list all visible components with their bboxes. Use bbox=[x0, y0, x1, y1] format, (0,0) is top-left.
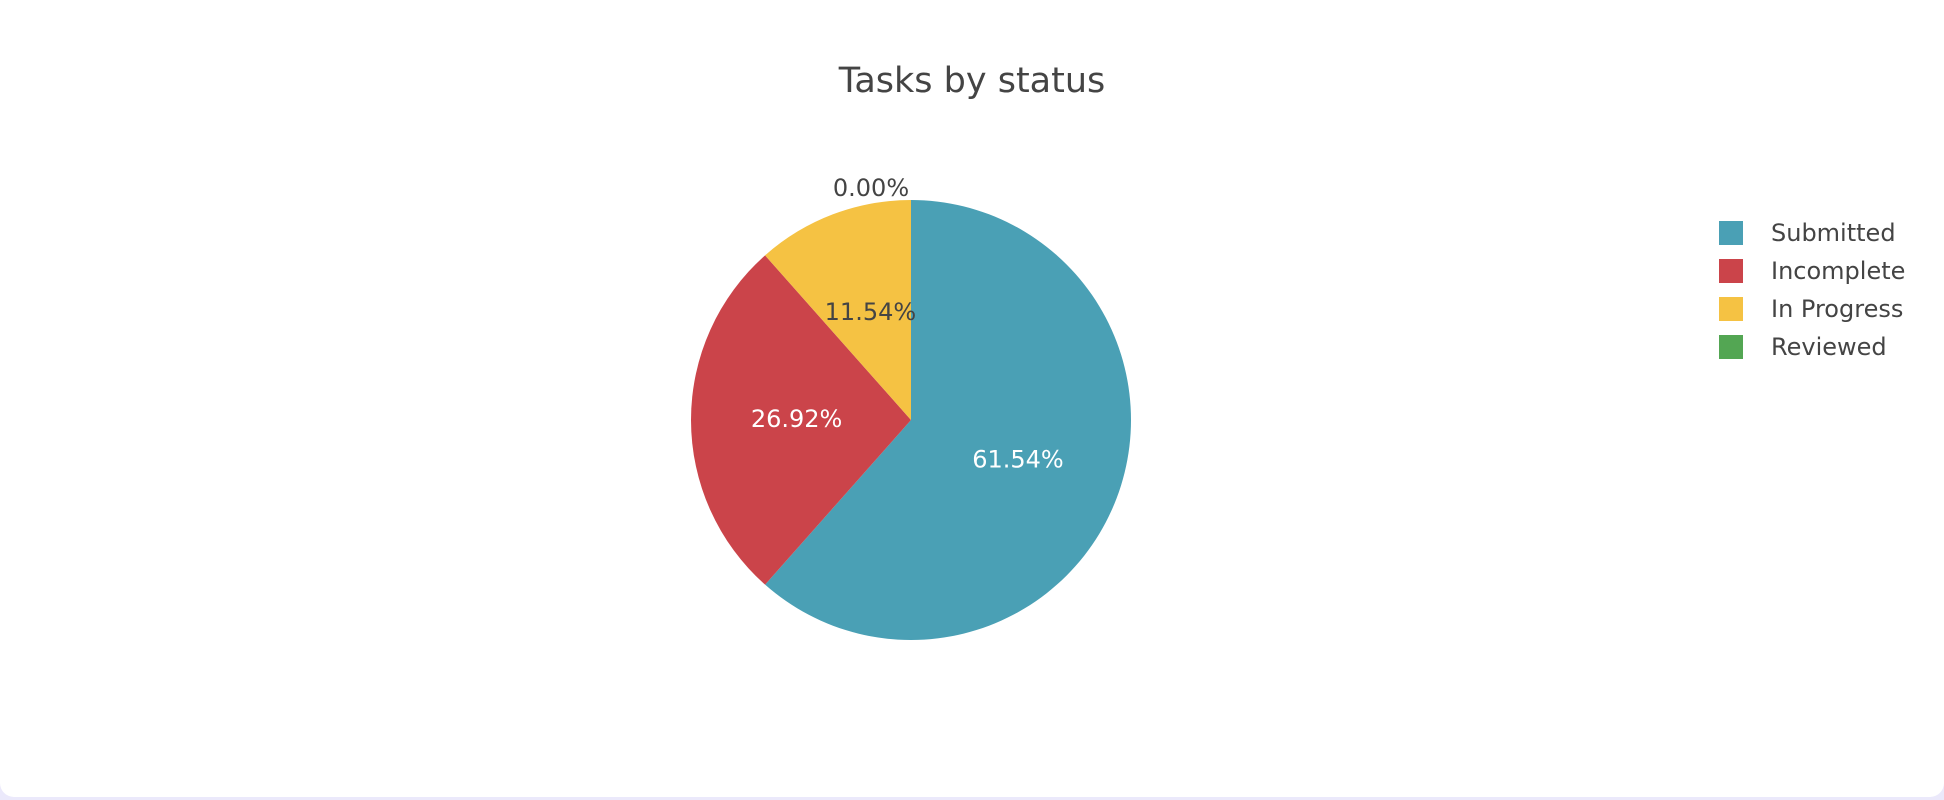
legend-swatch bbox=[1719, 259, 1743, 283]
slice-label-in-progress: 11.54% bbox=[825, 298, 917, 326]
slice-label-submitted: 61.54% bbox=[972, 446, 1064, 474]
pie-slice-submitted[interactable] bbox=[765, 200, 1131, 641]
legend-label: Reviewed bbox=[1771, 333, 1887, 361]
pie-slice-incomplete[interactable] bbox=[691, 255, 911, 585]
legend-label: Incomplete bbox=[1771, 257, 1906, 285]
pie-slices bbox=[691, 200, 1131, 641]
legend-item-reviewed[interactable]: Reviewed bbox=[1719, 328, 1905, 366]
legend-item-in-progress[interactable]: In Progress bbox=[1719, 290, 1905, 328]
chart-legend[interactable]: Submitted Incomplete In Progress Reviewed bbox=[1719, 214, 1905, 366]
legend-swatch bbox=[1719, 335, 1743, 359]
pie-slice-labels: 61.54% 26.92% 11.54% 0.00% bbox=[751, 174, 1064, 474]
legend-item-incomplete[interactable]: Incomplete bbox=[1719, 252, 1905, 290]
legend-label: In Progress bbox=[1771, 295, 1904, 323]
slice-label-reviewed: 0.00% bbox=[833, 174, 909, 202]
pie-slice-in-progress[interactable] bbox=[765, 200, 911, 420]
chart-title: Tasks by status bbox=[838, 61, 1106, 101]
legend-swatch bbox=[1719, 297, 1743, 321]
slice-label-incomplete: 26.92% bbox=[751, 405, 843, 433]
legend-swatch bbox=[1719, 221, 1743, 245]
legend-label: Submitted bbox=[1771, 219, 1896, 247]
legend-item-submitted[interactable]: Submitted bbox=[1719, 214, 1905, 252]
